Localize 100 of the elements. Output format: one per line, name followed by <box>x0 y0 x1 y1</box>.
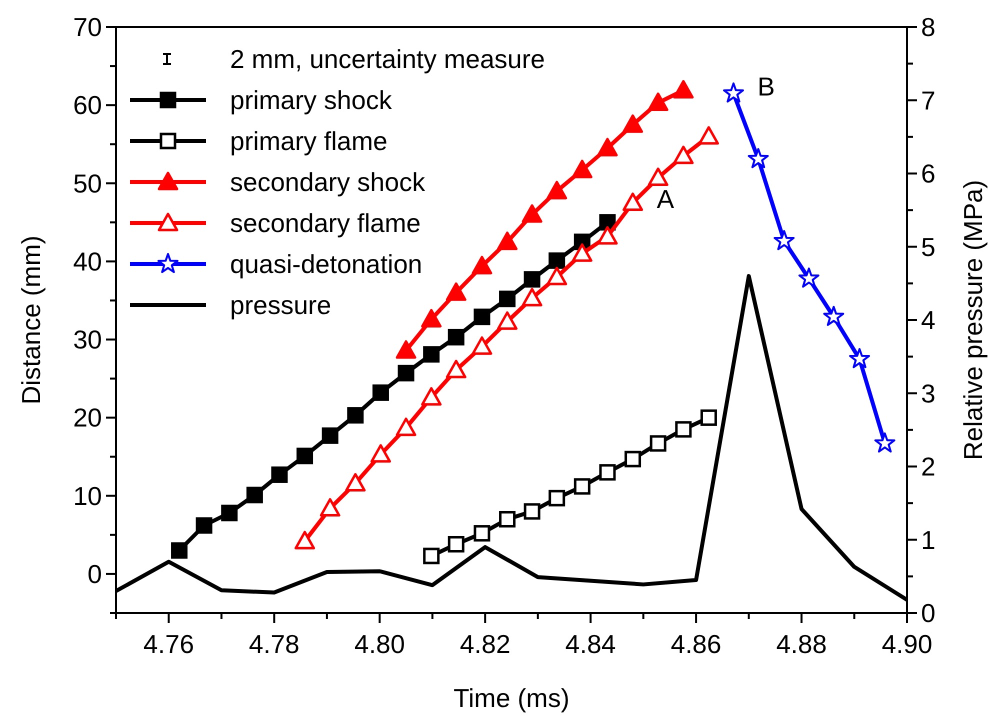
point <box>474 525 490 542</box>
point <box>221 504 238 522</box>
point <box>774 230 795 250</box>
point <box>421 308 442 328</box>
point <box>522 204 542 223</box>
y-tick-label: 10 <box>73 480 102 511</box>
legend-label: primary flame <box>230 126 388 156</box>
annotation: B <box>758 71 775 102</box>
y-axis-title: Distance (mm) <box>16 235 46 405</box>
point <box>675 421 692 438</box>
point <box>472 256 492 274</box>
point <box>294 530 316 550</box>
x-axis-title: Time (ms) <box>453 683 570 713</box>
point <box>472 336 492 355</box>
x-tick-label: 4.82 <box>460 629 510 659</box>
legend-label: quasi-detonation <box>230 249 422 279</box>
annotation: 2 mm, uncertainty measure <box>230 44 546 74</box>
point <box>548 490 566 506</box>
point <box>622 114 644 133</box>
y2-tick-label: 1 <box>921 524 936 555</box>
point <box>700 409 717 426</box>
y-tick-label: 40 <box>73 246 102 276</box>
point <box>823 306 844 326</box>
legend-label: primary shock <box>230 85 393 115</box>
point <box>673 146 694 164</box>
point <box>345 473 366 492</box>
y2-tick-label: 8 <box>921 12 936 42</box>
point <box>622 192 644 212</box>
y2-tick-label: 3 <box>921 378 936 408</box>
legend-label: secondary flame <box>230 208 421 238</box>
point <box>597 226 618 245</box>
point <box>396 418 416 436</box>
point <box>322 427 338 444</box>
y-tick-label: 70 <box>73 12 102 42</box>
point <box>347 407 364 424</box>
point <box>398 364 414 382</box>
point <box>673 80 694 99</box>
y-tick-label: 60 <box>73 90 102 120</box>
y2-tick-label: 2 <box>921 452 936 482</box>
y-tick-label: 50 <box>73 168 102 198</box>
point <box>246 486 263 504</box>
annotation: A <box>656 184 675 214</box>
x-tick-label: 4.80 <box>354 629 405 659</box>
y2-tick-label: 7 <box>921 85 936 116</box>
point <box>546 180 568 200</box>
x-tick-label: 4.84 <box>565 629 616 659</box>
point <box>372 384 389 401</box>
point <box>423 548 440 564</box>
point <box>497 232 518 250</box>
point <box>522 288 542 306</box>
point <box>448 536 464 552</box>
x-tick-label: 4.86 <box>670 629 722 659</box>
point <box>499 510 516 528</box>
point <box>448 328 464 346</box>
point <box>650 435 666 452</box>
x-tick-label: 4.88 <box>776 629 827 659</box>
legend-label: secondary shock <box>230 167 426 197</box>
point <box>624 450 642 468</box>
point <box>499 290 516 308</box>
point <box>524 503 540 520</box>
point <box>421 387 442 406</box>
x-tick-label: 4.76 <box>143 629 194 659</box>
point <box>171 542 188 559</box>
point <box>546 266 568 286</box>
point <box>370 444 391 463</box>
y2-axis-title: Relative pressure (MPa) <box>958 180 988 460</box>
y2-tick-label: 0 <box>921 598 936 628</box>
point <box>648 92 668 112</box>
point <box>271 466 288 483</box>
point <box>524 271 540 288</box>
point <box>423 346 440 363</box>
x-tick-label: 4.78 <box>248 629 300 659</box>
y-tick-label: 30 <box>73 324 102 355</box>
legend-label: pressure <box>230 290 332 320</box>
point <box>548 252 566 269</box>
point <box>474 308 490 326</box>
point <box>599 464 616 481</box>
point <box>296 448 314 464</box>
point <box>798 268 820 288</box>
point <box>698 126 719 145</box>
y2-tick-label: 5 <box>921 232 936 262</box>
point <box>722 82 744 103</box>
point <box>196 517 212 534</box>
y2-tick-label: 4 <box>921 305 936 335</box>
x-tick-label: 4.90 <box>882 629 932 659</box>
point <box>874 432 896 453</box>
point <box>574 478 590 495</box>
point <box>572 160 592 178</box>
point <box>572 243 592 262</box>
y-tick-label: 20 <box>73 402 102 433</box>
point <box>446 360 466 378</box>
point <box>648 168 668 186</box>
point <box>849 348 870 368</box>
y2-tick-label: 6 <box>921 158 936 188</box>
point <box>597 138 618 156</box>
y-tick-label: 0 <box>88 558 102 589</box>
point <box>320 498 340 517</box>
point <box>748 148 769 168</box>
point <box>396 340 416 359</box>
point <box>497 311 518 330</box>
